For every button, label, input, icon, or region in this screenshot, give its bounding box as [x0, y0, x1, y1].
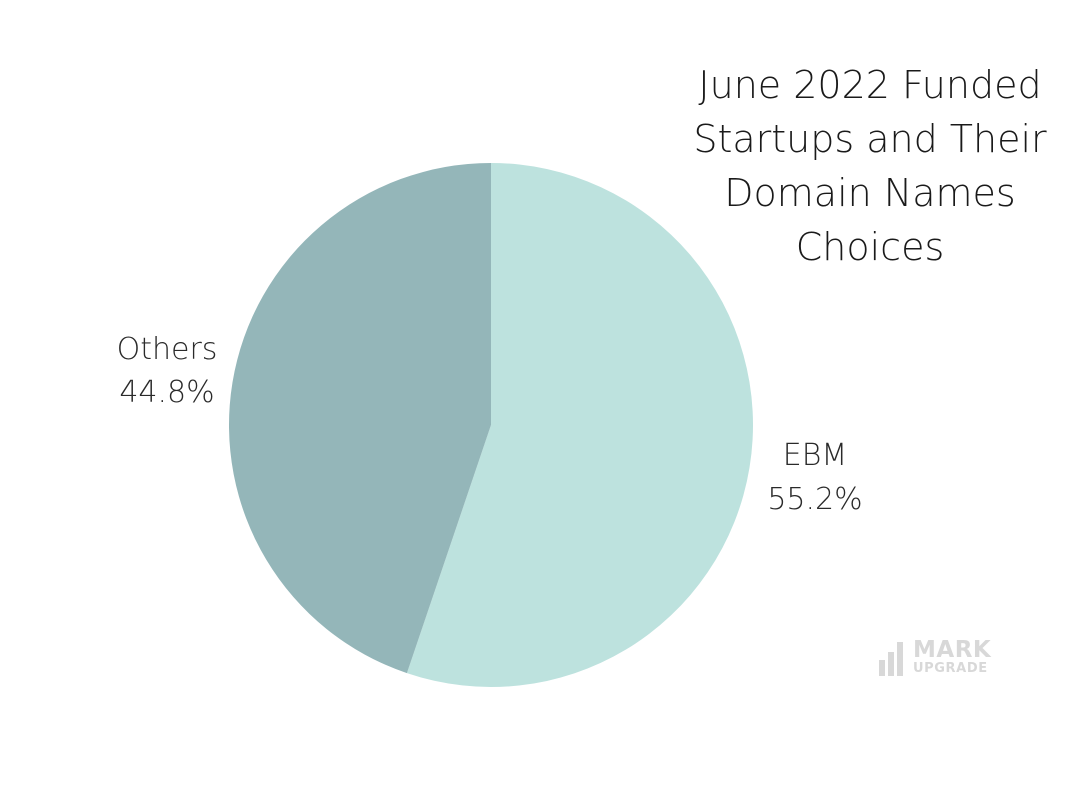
brand-logo: MARK UPGRADE: [879, 637, 1009, 679]
slice-label-others: Others: [117, 332, 218, 367]
chart-title-line: Domain Names: [724, 171, 1016, 215]
pie-slice-others: [228, 163, 491, 674]
pie-slice-ebm: [406, 163, 753, 688]
logo-text-upgrade: UPGRADE: [913, 661, 988, 676]
chart-title: June 2022 Funded Startups and Their Doma…: [690, 58, 1050, 274]
chart-title-line: June 2022 Funded: [698, 63, 1042, 107]
logo-text-mark: MARK: [913, 637, 992, 663]
slice-label-ebm: EBM: [783, 438, 847, 473]
slice-value-ebm: 55.2%: [767, 482, 862, 517]
slice-value-others: 44.8%: [119, 375, 214, 410]
chart-title-line: Startups and Their: [693, 117, 1047, 161]
chart-title-line: Choices: [795, 225, 945, 269]
